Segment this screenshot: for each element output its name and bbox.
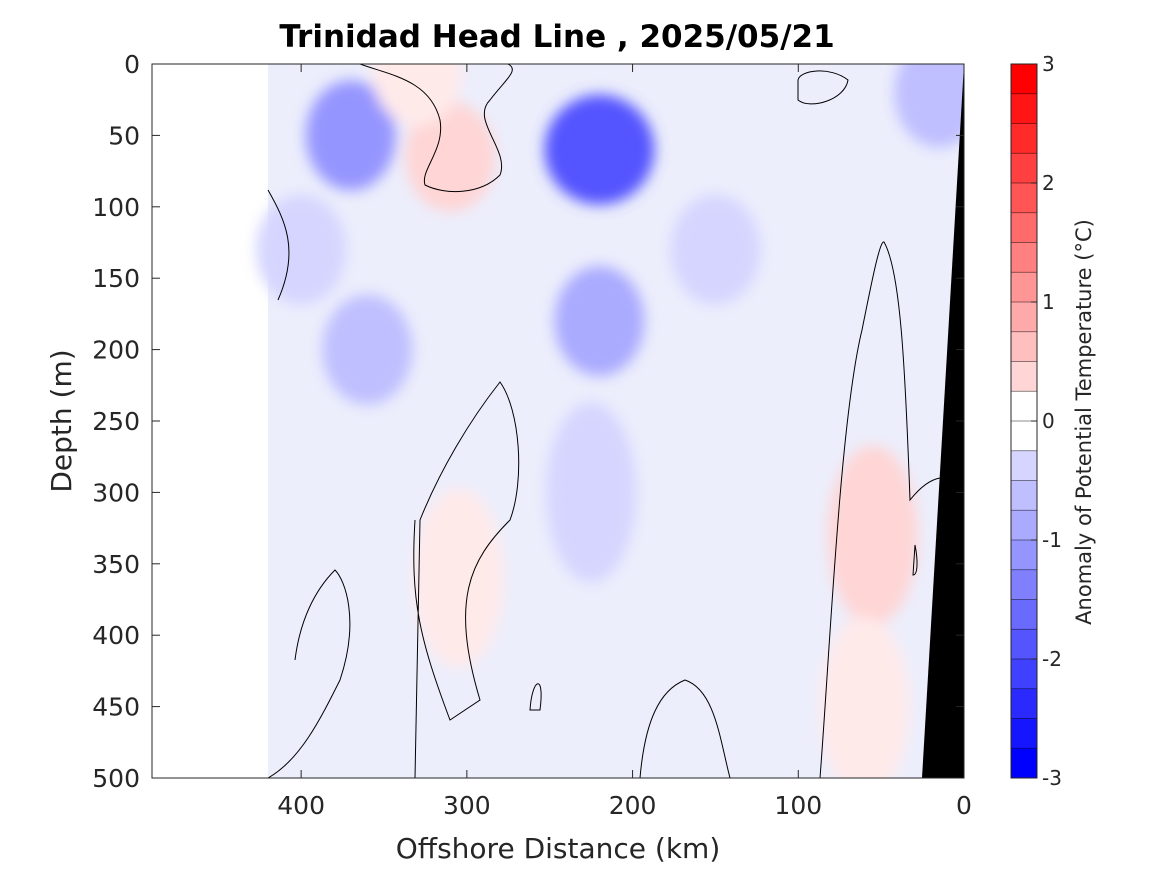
x-axis-ticks: 400 300 200 100 0 [277,64,972,820]
zero-contour-1 [267,189,290,301]
anomaly-feature-2 [546,402,637,583]
colorbar-level-20 [1011,659,1037,690]
anomaly-feature-7 [372,64,463,127]
zero-contour-6 [797,70,849,105]
colorbar-level-9 [1011,331,1037,362]
zero-contour-5 [819,241,941,778]
colorbar-tick-label-0: 3 [1042,52,1055,76]
y-tick-label-4: 200 [92,336,140,365]
colorbar-level-8 [1011,302,1037,333]
colorbar-tick-label-1: 2 [1042,171,1055,195]
y-tick-label-5: 250 [92,407,140,436]
colorbar: 3 2 1 0 -1 -2 -3 [1010,52,1062,790]
colorbar-tick-label-6: -3 [1042,766,1062,790]
anomaly-feature-0 [544,94,655,205]
y-axis-ticks: 0 50 100 150 200 250 300 350 400 450 500 [92,50,964,793]
colorbar-tick-label-5: -2 [1042,647,1062,671]
anomaly-feature-1 [554,266,645,377]
y-tick-label-10: 500 [92,764,140,793]
colorbar-tick-label-4: -1 [1042,528,1062,552]
anomaly-feature-12 [894,64,964,148]
colorbar-tick-label-2: 1 [1042,290,1055,314]
colorbar-level-4 [1011,183,1037,214]
zero-contour-7 [529,683,542,711]
x-axis-label: Offshore Distance (km) [396,832,721,865]
colorbar-level-5 [1011,212,1037,243]
anomaly-feature-9 [827,445,918,626]
zero-contour-8 [912,544,918,576]
y-tick-label-8: 400 [92,621,140,650]
y-tick-label-6: 300 [92,478,140,507]
colorbar-level-23 [1011,748,1037,779]
colorbar-level-6 [1011,242,1037,273]
colorbar-label: Anomaly of Potential Temperature (°C) [1072,219,1096,625]
y-tick-label-3: 150 [92,264,140,293]
y-tick-label-9: 450 [92,693,140,722]
x-tick-label-2: 200 [609,791,657,820]
y-axis-label: Depth (m) [45,349,78,492]
zero-contour-0 [359,64,513,193]
anomaly-feature-4 [322,294,413,405]
colorbar-level-7 [1011,272,1037,303]
colorbar-level-0 [1011,64,1037,95]
y-tick-label-1: 50 [108,121,140,150]
x-tick-label-1: 300 [443,791,491,820]
colorbar-level-15 [1011,510,1037,541]
x-tick-label-4: 0 [956,791,972,820]
zero-contour-3 [267,569,351,778]
colorbar-level-17 [1011,569,1037,600]
colorbar-level-10 [1011,361,1037,392]
colorbar-level-14 [1011,480,1037,511]
plot-area [256,64,964,778]
zero-contour-lines [267,64,941,778]
colorbar-level-3 [1011,153,1037,184]
x-tick-label-0: 400 [277,791,325,820]
y-tick-label-7: 350 [92,550,140,579]
anomaly-feature-6 [405,101,496,212]
anomaly-feature-5 [256,194,347,305]
colorbar-level-21 [1011,688,1037,719]
colorbar-level-2 [1011,123,1037,154]
y-tick-label-2: 100 [92,193,140,222]
x-tick-label-3: 100 [774,791,822,820]
anomaly-feature-8 [413,488,504,669]
colorbar-level-1 [1011,93,1037,124]
y-tick-label-0: 0 [124,50,140,79]
colorbar-level-18 [1011,599,1037,630]
colorbar-level-12 [1011,421,1037,452]
colorbar-level-22 [1011,718,1037,749]
zero-contour-2 [413,381,520,778]
bathymetry-shelf [922,64,964,778]
colorbar-level-19 [1011,629,1037,660]
anomaly-feature-3 [305,80,396,191]
colorbar-level-11 [1011,391,1037,422]
anomaly-feature-10 [819,616,910,778]
anomaly-field [256,64,964,778]
colorbar-level-16 [1011,540,1037,571]
anomaly-feature-11 [670,194,761,305]
colorbar-tick-label-3: 0 [1042,409,1055,433]
chart-title: Trinidad Head Line , 2025/05/21 [279,19,834,55]
zero-contour-4 [639,679,731,778]
colorbar-level-13 [1011,450,1037,481]
